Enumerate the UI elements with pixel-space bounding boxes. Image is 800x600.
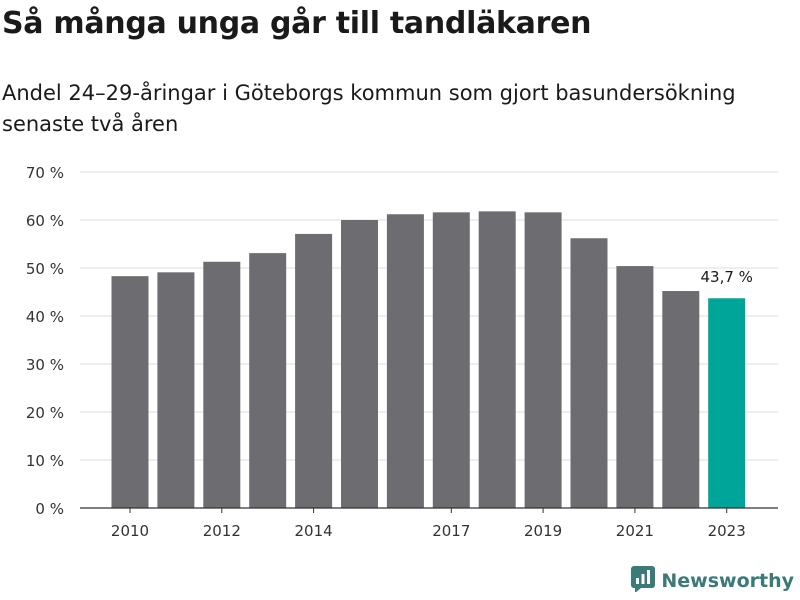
- x-tick-label: 2023: [708, 522, 746, 540]
- y-tick-label: 40 %: [26, 308, 64, 326]
- annotations: 43,7 %: [700, 268, 752, 286]
- x-axis-tick-labels: 2010 2012 2014 2017 2019 2021 2023: [111, 508, 746, 540]
- bar-2022: [662, 291, 700, 508]
- bar-2014: [295, 233, 333, 509]
- bar-2010: [111, 276, 149, 508]
- bar-2018: [478, 211, 516, 509]
- bar-2016: [386, 214, 424, 508]
- y-tick-label: 10 %: [26, 452, 64, 470]
- bar-chart: 0 % 10 % 20 % 30 % 40 % 50 % 60 % 70 % 2010 2012…: [26, 164, 778, 540]
- bar-2013: [249, 253, 287, 508]
- y-tick-label: 50 %: [26, 260, 64, 278]
- bar-2021: [616, 266, 654, 508]
- bar-2019: [524, 212, 562, 508]
- bar-2017: [432, 212, 470, 508]
- y-tick-label: 30 %: [26, 356, 64, 374]
- x-tick-label: 2010: [111, 522, 149, 540]
- bars: [111, 211, 746, 509]
- y-tick-label: 70 %: [26, 164, 64, 182]
- chart-subtitle: Andel 24–29-åringar i Göteborgs kommun s…: [2, 81, 736, 136]
- y-tick-label: 0 %: [35, 500, 64, 518]
- bar-2015: [341, 220, 378, 508]
- brand-logo: Newsworthy: [631, 566, 794, 596]
- x-tick-label: 2014: [295, 522, 333, 540]
- data-label: 43,7 %: [700, 268, 752, 286]
- y-axis-tick-labels: 0 % 10 % 20 % 30 % 40 % 50 % 60 % 70 %: [26, 164, 64, 518]
- bar-2023: [708, 298, 746, 508]
- chart-title: Så många unga går till tandläkaren: [2, 6, 592, 41]
- x-tick-label: 2021: [616, 522, 654, 540]
- y-tick-label: 60 %: [26, 212, 64, 230]
- y-tick-label: 20 %: [26, 404, 64, 422]
- bar-2012: [203, 261, 241, 508]
- bar-2020: [570, 238, 608, 508]
- brand-name: Newsworthy: [661, 570, 794, 592]
- newsworthy-logo-icon: [631, 566, 656, 596]
- x-tick-label: 2017: [432, 522, 470, 540]
- grid-lines: [80, 171, 778, 461]
- x-tick-label: 2019: [524, 522, 562, 540]
- x-tick-label: 2012: [203, 522, 241, 540]
- bar-2011: [157, 272, 195, 508]
